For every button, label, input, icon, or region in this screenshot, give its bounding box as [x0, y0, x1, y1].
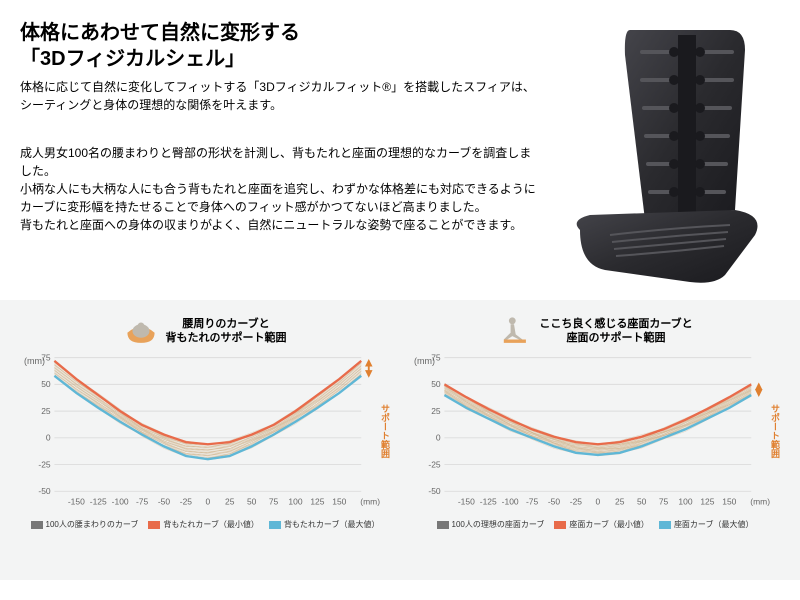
charts-section: 腰周りのカーブと 背もたれのサポート範囲 (mm) -50 -25 0 25 50 75 -…	[0, 300, 800, 580]
svg-text:75: 75	[659, 496, 669, 506]
chart-seat-title-l1: ここち良く感じる座面カーブと	[539, 318, 692, 330]
title-line2: 「3Dフィジカルシェル」	[20, 48, 245, 70]
top-section: 体格にあわせて自然に変形する 「3Dフィジカルシェル」 体格に応じて自然に変化し…	[0, 0, 800, 300]
svg-text:(mm): (mm)	[750, 496, 770, 506]
legend-swatch	[148, 521, 160, 529]
side-view-icon	[497, 314, 531, 348]
chart-back-title-l2: 背もたれのサポート範囲	[166, 332, 287, 344]
lead-text: 体格に応じて自然に変化してフィットする「3Dフィジカルフィット®」を搭載したスフ…	[20, 78, 540, 114]
legend-left: 100人の腰まわりのカーブ 背もたれカーブ（最小値） 背もたれカーブ（最大値）	[20, 519, 390, 530]
top-view-icon	[124, 314, 158, 348]
svg-text:-75: -75	[136, 496, 149, 506]
svg-text:-150: -150	[68, 496, 85, 506]
svg-text:-25: -25	[570, 496, 583, 506]
chart-seat: ここち良く感じる座面カーブと 座面のサポート範囲 (mm) -50 -25 0 25 5…	[410, 314, 780, 530]
svg-text:50: 50	[431, 379, 441, 389]
chart-seat-title: ここち良く感じる座面カーブと 座面のサポート範囲	[539, 317, 692, 346]
svg-text:-150: -150	[458, 496, 475, 506]
chart-back-header: 腰周りのカーブと 背もたれのサポート範囲	[20, 314, 390, 348]
svg-text:-125: -125	[90, 496, 107, 506]
svg-text:-100: -100	[112, 496, 129, 506]
legend-label: 座面カーブ（最大値）	[674, 519, 754, 530]
legend-label: 100人の理想の座面カーブ	[452, 519, 545, 530]
svg-text:-25: -25	[428, 459, 441, 469]
svg-text:75: 75	[269, 496, 279, 506]
svg-text:0: 0	[205, 496, 210, 506]
body-text: 成人男女100名の腰まわりと臀部の形状を計測し、背もたれと座面の理想的なカーブを…	[20, 144, 540, 234]
chart-back-title-l1: 腰周りのカーブと	[182, 318, 269, 330]
svg-text:25: 25	[41, 406, 51, 416]
legend-right: 100人の理想の座面カーブ 座面カーブ（最小値） 座面カーブ（最大値）	[410, 519, 780, 530]
svg-text:100: 100	[678, 496, 692, 506]
legend-label: 座面カーブ（最小値）	[569, 519, 649, 530]
svg-text:-25: -25	[38, 459, 51, 469]
legend-label: 背もたれカーブ（最大値）	[284, 519, 380, 530]
svg-text:-25: -25	[180, 496, 193, 506]
svg-text:-125: -125	[480, 496, 497, 506]
legend-swatch	[437, 521, 449, 529]
support-label-right: サポート範囲	[769, 404, 782, 458]
svg-text:50: 50	[41, 379, 51, 389]
legend-item: 座面カーブ（最小値）	[554, 519, 649, 530]
chart-seat-header: ここち良く感じる座面カーブと 座面のサポート範囲	[410, 314, 780, 348]
legend-swatch	[659, 521, 671, 529]
svg-text:150: 150	[722, 496, 736, 506]
y-unit-left: (mm)	[24, 356, 45, 366]
svg-text:50: 50	[637, 496, 647, 506]
svg-text:125: 125	[310, 496, 324, 506]
svg-text:(mm): (mm)	[360, 496, 380, 506]
svg-text:-50: -50	[428, 486, 441, 496]
svg-text:-50: -50	[158, 496, 171, 506]
svg-text:150: 150	[332, 496, 346, 506]
svg-text:-50: -50	[548, 496, 561, 506]
svg-text:-75: -75	[526, 496, 539, 506]
legend-item: 背もたれカーブ（最小値）	[148, 519, 259, 530]
text-column: 体格にあわせて自然に変形する 「3Dフィジカルシェル」 体格に応じて自然に変化し…	[20, 20, 550, 290]
legend-item: 座面カーブ（最大値）	[659, 519, 754, 530]
svg-text:0: 0	[436, 433, 441, 443]
y-unit-right: (mm)	[414, 356, 435, 366]
chart-seat-title-l2: 座面のサポート範囲	[567, 332, 666, 344]
svg-text:25: 25	[615, 496, 625, 506]
chart-seat-svg: -50-250255075-150-125-100-75-50-25025507…	[410, 352, 780, 512]
legend-item: 100人の腰まわりのカーブ	[31, 519, 139, 530]
svg-text:125: 125	[700, 496, 714, 506]
legend-swatch	[31, 521, 43, 529]
product-shell-image	[550, 20, 780, 290]
legend-swatch	[554, 521, 566, 529]
legend-label: 100人の腰まわりのカーブ	[46, 519, 139, 530]
support-label-left: サポート範囲	[379, 404, 392, 458]
charts-row: 腰周りのカーブと 背もたれのサポート範囲 (mm) -50 -25 0 25 50 75 -…	[20, 314, 780, 530]
chart-back-svg: -50-250255075-150-125-100-75-50-25025507…	[20, 352, 390, 512]
legend-item: 背もたれカーブ（最大値）	[269, 519, 380, 530]
legend-label: 背もたれカーブ（最小値）	[163, 519, 259, 530]
title-line1: 体格にあわせて自然に変形する	[20, 22, 300, 44]
svg-text:50: 50	[247, 496, 257, 506]
svg-text:-50: -50	[38, 486, 51, 496]
shell-icon	[550, 20, 780, 290]
svg-text:100: 100	[288, 496, 302, 506]
svg-text:0: 0	[595, 496, 600, 506]
legend-swatch	[269, 521, 281, 529]
svg-text:25: 25	[431, 406, 441, 416]
svg-text:25: 25	[225, 496, 235, 506]
chart-back: 腰周りのカーブと 背もたれのサポート範囲 (mm) -50 -25 0 25 50 75 -…	[20, 314, 390, 530]
svg-text:-100: -100	[502, 496, 519, 506]
svg-text:0: 0	[46, 433, 51, 443]
main-title: 体格にあわせて自然に変形する 「3Dフィジカルシェル」	[20, 20, 540, 72]
legend-item: 100人の理想の座面カーブ	[437, 519, 545, 530]
chart-back-title: 腰周りのカーブと 背もたれのサポート範囲	[166, 317, 287, 346]
